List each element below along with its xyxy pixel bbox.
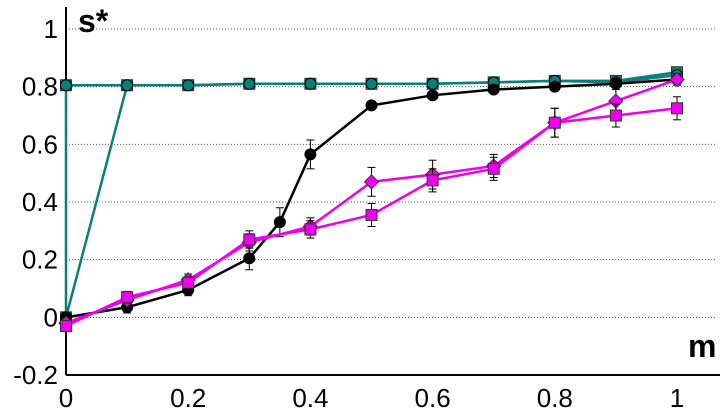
data-point [182,79,195,92]
data-point [60,319,72,332]
data-point [487,162,500,175]
data-point [609,77,622,90]
data-point [365,208,378,221]
data-point [671,102,683,115]
data-point [426,89,439,102]
data-point [60,79,72,92]
data-point [365,99,378,112]
x-tick-label: 0.8 [537,383,573,413]
series-1 [60,69,683,92]
series-line [65,78,678,325]
gridlines [66,28,717,318]
data-point [548,116,561,129]
y-tick-label: 0.6 [22,129,58,159]
data-point [548,80,561,93]
data-point [363,174,380,190]
data-series [58,66,685,332]
series-4 [60,96,683,332]
y-tick-label: -0.2 [13,360,58,390]
series-line [65,78,678,319]
x-tick-label: 0 [59,383,73,413]
y-tick-label: 0.2 [22,245,58,275]
x-tick-label: 0.6 [415,383,451,413]
data-point [243,77,256,90]
x-tick-label: 1 [670,383,684,413]
x-axis-title: m [688,328,716,364]
data-point [273,216,286,229]
tick-labels: -0.200.20.40.60.810 0.2 0.4 0.6 0.8 1 [13,14,684,413]
axes [65,7,720,376]
data-point [121,291,134,304]
data-point [426,77,439,90]
x-tick-label: 0.2 [170,383,206,413]
data-point [487,83,500,96]
data-point [304,77,317,90]
data-point [426,174,439,187]
data-point [609,109,622,122]
data-point [365,77,378,90]
y-axis-title: s* [78,3,109,39]
data-point [243,233,256,246]
series-2 [60,73,683,324]
data-point [304,148,317,161]
data-point [304,223,317,236]
y-tick-label: 0 [44,302,58,332]
data-point [182,276,195,289]
data-point [669,71,685,88]
data-point [243,252,256,265]
y-tick-label: 0.8 [22,72,58,102]
y-tick-label: 0.4 [22,187,58,217]
x-tick-label: 0.4 [292,383,328,413]
y-tick-label: 1 [44,14,58,44]
data-point [121,79,134,92]
